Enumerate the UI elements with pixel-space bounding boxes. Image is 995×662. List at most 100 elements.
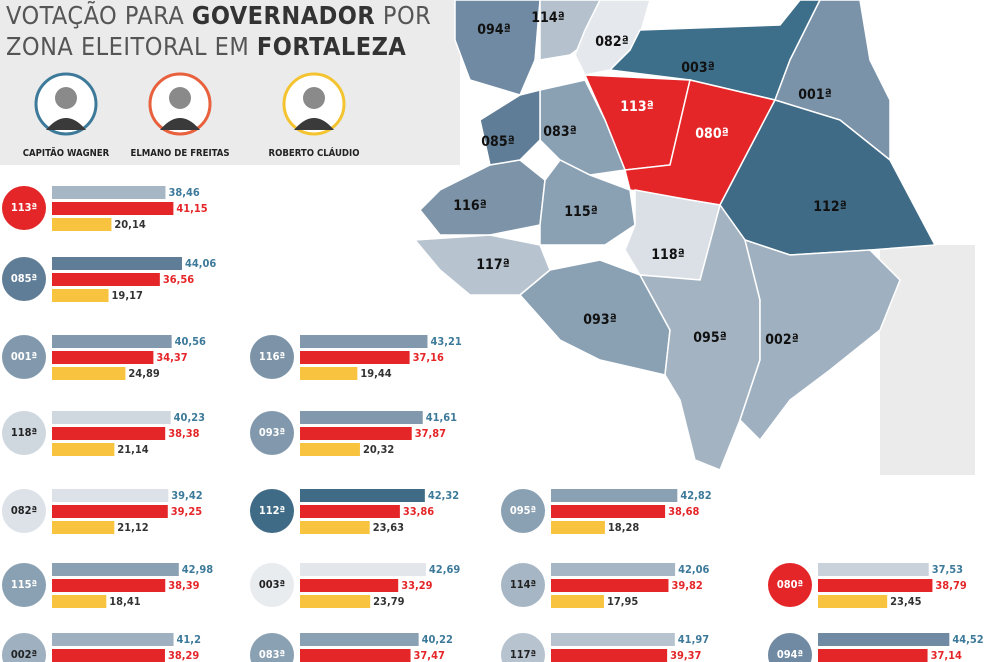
bar xyxy=(300,633,419,646)
zone-label: 118ª xyxy=(11,426,37,439)
value-label: 42,06 xyxy=(678,563,709,576)
region-label: 117ª xyxy=(476,257,509,273)
value-label: 37,16 xyxy=(413,351,444,364)
zone-badge xyxy=(2,489,46,533)
value-label: 37,14 xyxy=(931,649,962,662)
value-label: 39,37 xyxy=(670,649,701,662)
zone-label: 085ª xyxy=(11,272,37,285)
zone-label: 002ª xyxy=(11,648,37,661)
value-label: 41,15 xyxy=(176,202,207,215)
region-label: 002ª xyxy=(765,332,798,348)
candidate-head xyxy=(55,87,77,109)
region-label: 093ª xyxy=(583,312,616,328)
value-label: 18,28 xyxy=(608,521,639,534)
zone-label: 114ª xyxy=(510,578,536,591)
value-label: 42,32 xyxy=(428,489,459,502)
zone-label: 112ª xyxy=(259,504,285,517)
value-label: 34,37 xyxy=(156,351,187,364)
candidate-name: CAPITÃO WAGNER xyxy=(23,148,110,159)
title-text: VOTAÇÃO PARA xyxy=(6,0,184,30)
zone-label: 083ª xyxy=(259,648,285,661)
bar xyxy=(52,595,107,608)
zone-badge xyxy=(2,335,46,379)
bar xyxy=(52,289,109,302)
value-label: 37,53 xyxy=(932,563,963,576)
title-bold: FORTALEZA xyxy=(257,32,407,61)
value-label: 40,23 xyxy=(174,411,205,424)
zone-badge xyxy=(2,563,46,607)
zone-label: 093ª xyxy=(259,426,285,439)
candidate-head xyxy=(303,87,325,109)
zone-badge xyxy=(250,563,294,607)
bar xyxy=(52,649,165,662)
bar xyxy=(551,579,669,592)
bar xyxy=(52,273,160,286)
zone-label: 116ª xyxy=(259,350,285,363)
value-label: 17,95 xyxy=(607,595,638,608)
bar xyxy=(300,335,428,348)
value-label: 38,46 xyxy=(168,186,199,199)
value-label: 36,56 xyxy=(163,273,194,286)
region-label: 085ª xyxy=(481,134,514,150)
bar xyxy=(52,505,168,518)
zone-badge xyxy=(250,335,294,379)
region-label: 114ª xyxy=(531,10,564,26)
zone-label: 115ª xyxy=(11,578,37,591)
title-line: VOTAÇÃO PARA GOVERNADOR POR xyxy=(6,0,431,30)
zone-badge xyxy=(2,633,46,662)
zone-badge xyxy=(768,563,812,607)
bar xyxy=(551,633,675,646)
bar xyxy=(300,595,371,608)
title-bold: GOVERNADOR xyxy=(192,1,375,30)
value-label: 18,41 xyxy=(109,595,140,608)
value-label: 39,25 xyxy=(171,505,202,518)
region xyxy=(454,0,541,96)
bar xyxy=(52,335,172,348)
value-label: 40,56 xyxy=(175,335,206,348)
region-label: 115ª xyxy=(564,204,597,220)
region-label: 113ª xyxy=(620,99,653,115)
bar xyxy=(52,521,115,534)
value-label: 38,39 xyxy=(168,579,199,592)
value-label: 20,32 xyxy=(363,443,394,456)
bar xyxy=(818,579,933,592)
value-label: 44,06 xyxy=(185,257,216,270)
region-label: 080ª xyxy=(695,126,728,142)
value-label: 42,82 xyxy=(680,489,711,502)
zone-label: 003ª xyxy=(259,578,285,591)
value-label: 38,29 xyxy=(168,649,199,662)
bar xyxy=(52,367,126,380)
bar xyxy=(52,427,166,440)
zone-badge xyxy=(2,257,46,301)
value-label: 33,29 xyxy=(401,579,432,592)
bar xyxy=(300,411,423,424)
bar xyxy=(551,521,605,534)
region-label: 095ª xyxy=(693,330,726,346)
value-label: 20,14 xyxy=(114,218,145,231)
zone-badge xyxy=(501,489,545,533)
bar xyxy=(52,579,166,592)
zone-label: 117ª xyxy=(510,648,536,661)
value-label: 23,45 xyxy=(890,595,921,608)
title-line: ZONA ELEITORAL EM FORTALEZA xyxy=(6,32,406,61)
zone-badge xyxy=(250,633,294,662)
value-label: 39,42 xyxy=(171,489,202,502)
region-label: 118ª xyxy=(651,247,684,263)
zone-badge xyxy=(250,411,294,455)
value-label: 43,21 xyxy=(430,335,461,348)
candidate-body xyxy=(160,118,200,130)
zone-badge xyxy=(250,489,294,533)
value-label: 23,79 xyxy=(373,595,404,608)
zone-badge xyxy=(768,633,812,662)
bar xyxy=(300,443,360,456)
title-text: ZONA ELEITORAL EM xyxy=(6,32,249,61)
map: 094ª 114ª 082ª 003ª 001ª 113ª 080ª 112ª … xyxy=(413,0,937,471)
bar xyxy=(300,351,410,364)
value-label: 38,68 xyxy=(668,505,699,518)
value-label: 44,52 xyxy=(952,633,983,646)
title-text: POR xyxy=(383,1,431,30)
value-label: 37,87 xyxy=(415,427,446,440)
value-label: 41,2 xyxy=(177,633,202,646)
zone-label: 082ª xyxy=(11,504,37,517)
